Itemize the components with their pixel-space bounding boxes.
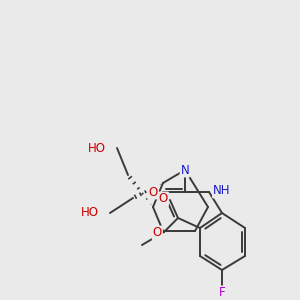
Text: O: O <box>153 226 162 239</box>
Text: F: F <box>219 286 225 299</box>
Text: HO: HO <box>81 206 99 220</box>
Text: HO: HO <box>88 142 106 154</box>
Text: NH: NH <box>213 184 230 197</box>
Text: O: O <box>149 185 158 199</box>
Text: O: O <box>159 193 168 206</box>
Text: N: N <box>181 164 189 176</box>
